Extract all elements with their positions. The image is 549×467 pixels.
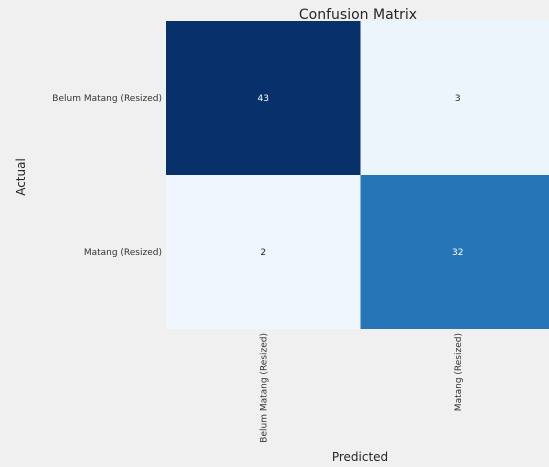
x-tick-label: Matang (Resized) [454,333,464,411]
heatmap-cell [360,21,549,175]
heatmap-cell-labels: 43 32 32 [258,94,464,258]
y-tick-labels: Belum Matang (Resized) Matang (Resized) [52,94,162,258]
heatmap-cells [166,21,549,329]
heatmap-cell [360,175,549,329]
y-tick-label: Belum Matang (Resized) [52,94,162,104]
cell-value-label: 32 [452,248,463,258]
cell-value-label: 2 [260,248,266,258]
x-tick-label: Belum Matang (Resized) [259,333,269,443]
chart-title: Confusion Matrix [299,7,417,23]
cell-value-label: 43 [258,94,269,104]
y-tick-label: Matang (Resized) [84,248,162,258]
heatmap-cell [166,21,361,175]
y-axis-label: Actual [14,158,28,196]
heatmap-cell [166,175,361,329]
x-tick-labels: Belum Matang (Resized) Matang (Resized) [259,333,464,443]
cell-value-label: 3 [455,94,461,104]
x-axis-label: Predicted [332,450,388,464]
